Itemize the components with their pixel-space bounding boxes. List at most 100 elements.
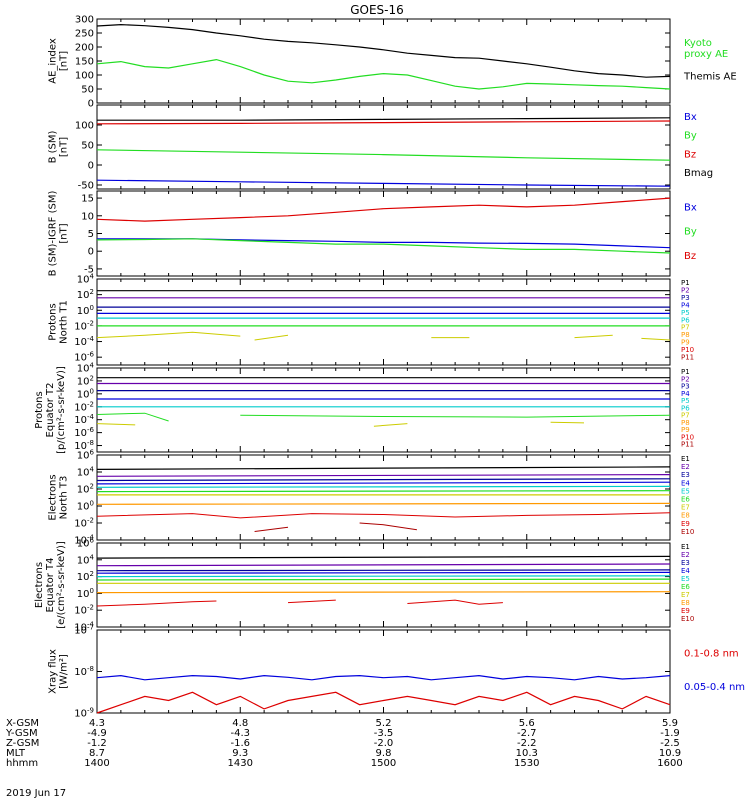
footer-value: 4.8 bbox=[232, 718, 248, 729]
series-segment bbox=[96, 423, 136, 426]
series-line-by bbox=[96, 238, 671, 254]
y-axis-label: Electrons bbox=[34, 562, 45, 608]
y-axis-label: Equator T2 bbox=[45, 383, 56, 438]
legend-entry: E10 bbox=[681, 615, 694, 623]
series-line-e1 bbox=[96, 466, 671, 470]
y-axis-label: Protons bbox=[34, 391, 45, 428]
panel-1: 0 50 100 150 200 250 300 AE_index [nT] Kyotoproxy… bbox=[48, 15, 737, 110]
footer-row-label: X-GSM bbox=[6, 718, 39, 729]
legend-entry: Bx bbox=[684, 202, 697, 213]
y-tick-label: 100 bbox=[77, 587, 94, 600]
y-tick-label: 104 bbox=[77, 362, 95, 375]
legend-entry: E4 bbox=[681, 567, 690, 575]
legend-entry: E8 bbox=[681, 599, 690, 607]
series-line-bx bbox=[96, 179, 671, 187]
legend-entry: P5 bbox=[681, 397, 690, 405]
legend-entry: P6 bbox=[681, 404, 690, 412]
y-tick-label: 104 bbox=[77, 553, 95, 566]
panel-frame bbox=[96, 278, 671, 366]
y-tick-label: 100 bbox=[77, 387, 94, 400]
y-axis-label: [nT] bbox=[59, 51, 70, 71]
legend-entry: E3 bbox=[681, 471, 690, 479]
footer-value: 8.7 bbox=[89, 748, 105, 759]
y-tick-label: 100 bbox=[77, 500, 94, 513]
legend-entry: E3 bbox=[681, 559, 690, 567]
legend-entry: P4 bbox=[681, 390, 690, 398]
y-tick-label: 102 bbox=[77, 288, 94, 301]
y-tick-label: 10-2 bbox=[74, 400, 94, 413]
footer-value: -2.2 bbox=[517, 738, 537, 749]
y-axis-label: AE_index bbox=[48, 38, 59, 84]
y-tick-label: 200 bbox=[75, 43, 94, 54]
footer-value: -2.5 bbox=[660, 738, 680, 749]
series-segment bbox=[373, 423, 408, 427]
y-tick-label: 10-6 bbox=[74, 426, 94, 439]
legend-entry: By bbox=[684, 131, 697, 142]
legend-entry: P7 bbox=[681, 324, 690, 332]
y-tick-label: 102 bbox=[77, 374, 94, 387]
footer-value: 5.2 bbox=[376, 718, 392, 729]
footer-value: 9.3 bbox=[232, 748, 248, 759]
y-tick-label: -5 bbox=[84, 264, 94, 275]
series-line-e8 bbox=[96, 502, 671, 505]
series-line-e3 bbox=[96, 569, 671, 572]
panel-frame bbox=[96, 104, 671, 190]
series-segment bbox=[641, 337, 671, 341]
legend-entry: E2 bbox=[681, 551, 690, 559]
legend-entry: P4 bbox=[681, 301, 690, 309]
legend-entry: 0.1-0.8 nm bbox=[684, 649, 739, 660]
series-segment bbox=[96, 412, 169, 422]
y-tick-label: 10-2 bbox=[74, 604, 94, 617]
y-axis-label: Electrons bbox=[48, 474, 59, 520]
footer-value: -2.7 bbox=[517, 728, 537, 739]
series-segment bbox=[359, 522, 417, 531]
y-tick-label: 10-4 bbox=[74, 335, 94, 348]
y-axis-label: B (SM)-IGRF (SM) bbox=[48, 191, 59, 277]
legend-entry: P1 bbox=[681, 279, 690, 287]
footer-value: 1600 bbox=[657, 758, 682, 769]
series-line-bx bbox=[97, 238, 671, 249]
footer-value: -1.6 bbox=[230, 738, 250, 749]
series-line-e2 bbox=[96, 563, 671, 567]
y-tick-label: 100 bbox=[77, 304, 94, 317]
panel-2: -50 0 50 100 B (SM) [nT] Bx By Bz Bmag bbox=[48, 104, 713, 192]
series-line-e3 bbox=[96, 478, 671, 482]
y-tick-label: 102 bbox=[77, 570, 94, 583]
footer-value: 5.9 bbox=[662, 718, 678, 729]
legend-entry: P2 bbox=[681, 375, 690, 383]
footer-value: -1.9 bbox=[660, 728, 680, 739]
legend-entry: E10 bbox=[681, 528, 694, 536]
y-axis-label: [nT] bbox=[59, 137, 70, 157]
y-tick-label: 50 bbox=[81, 85, 94, 96]
series-line-0-05-0-4-nm bbox=[96, 674, 671, 681]
legend-entry: P11 bbox=[681, 441, 694, 449]
legend-entry: E6 bbox=[681, 583, 690, 591]
footer-row-label: hhmm bbox=[6, 758, 38, 769]
series-line-e4 bbox=[96, 481, 671, 485]
y-tick-label: 0 bbox=[88, 161, 94, 172]
footer-row-label: Y-GSM bbox=[5, 728, 38, 739]
series-line-e6 bbox=[96, 578, 671, 581]
footer-value: 5.6 bbox=[519, 718, 535, 729]
y-tick-label: -50 bbox=[78, 181, 94, 192]
series-line-bz bbox=[96, 120, 671, 125]
legend-entry: E1 bbox=[681, 543, 690, 551]
y-axis-label: North T3 bbox=[59, 476, 70, 520]
series-line-e6 bbox=[96, 490, 671, 493]
y-tick-label: 15 bbox=[81, 194, 94, 205]
y-tick-label: 150 bbox=[75, 57, 94, 68]
y-tick-label: 10 bbox=[81, 211, 94, 222]
legend-entry: E9 bbox=[681, 520, 690, 528]
series-line-by bbox=[96, 149, 671, 161]
series-segment bbox=[254, 334, 289, 341]
footer-value: -2.0 bbox=[374, 738, 394, 749]
y-axis-label: [p/(cm²-s-sr-keV)] bbox=[56, 366, 67, 454]
legend-entry: By bbox=[684, 227, 697, 238]
y-tick-label: 100 bbox=[75, 71, 94, 82]
y-tick-label: 10-8 bbox=[74, 665, 94, 678]
y-tick-label: 300 bbox=[75, 15, 94, 26]
footer-value: 10.3 bbox=[516, 748, 538, 759]
